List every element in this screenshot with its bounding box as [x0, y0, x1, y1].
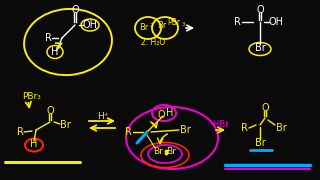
Text: OH: OH — [83, 20, 98, 30]
Text: 3: 3 — [181, 21, 185, 26]
Text: R: R — [234, 17, 240, 27]
Text: Br: Br — [166, 147, 176, 156]
Text: Br: Br — [139, 22, 149, 32]
Text: R: R — [17, 127, 23, 137]
Text: Br: Br — [157, 21, 167, 30]
Text: 2. H₂O: 2. H₂O — [141, 37, 165, 46]
Text: R: R — [44, 33, 52, 43]
Text: H: H — [30, 139, 38, 149]
Text: O: O — [46, 106, 54, 116]
Text: O: O — [256, 5, 264, 15]
Text: Br: Br — [153, 147, 163, 156]
Text: PBr₃: PBr₃ — [22, 91, 41, 100]
Text: O: O — [261, 103, 269, 113]
Text: H: H — [166, 108, 174, 118]
Text: O: O — [157, 110, 165, 120]
Text: H: H — [51, 47, 59, 57]
Text: 2: 2 — [150, 22, 154, 28]
Text: R: R — [124, 127, 132, 137]
Text: H⁺: H⁺ — [97, 111, 109, 120]
Text: Br: Br — [276, 123, 286, 133]
Text: Br: Br — [180, 125, 190, 135]
Text: -HBr: -HBr — [211, 120, 229, 129]
Text: Br: Br — [255, 43, 265, 53]
Text: R: R — [241, 123, 247, 133]
Text: Br: Br — [255, 138, 265, 148]
Text: PBr: PBr — [167, 17, 180, 26]
Text: O: O — [71, 5, 79, 15]
Text: OH: OH — [268, 17, 284, 27]
Text: Br: Br — [60, 120, 70, 130]
